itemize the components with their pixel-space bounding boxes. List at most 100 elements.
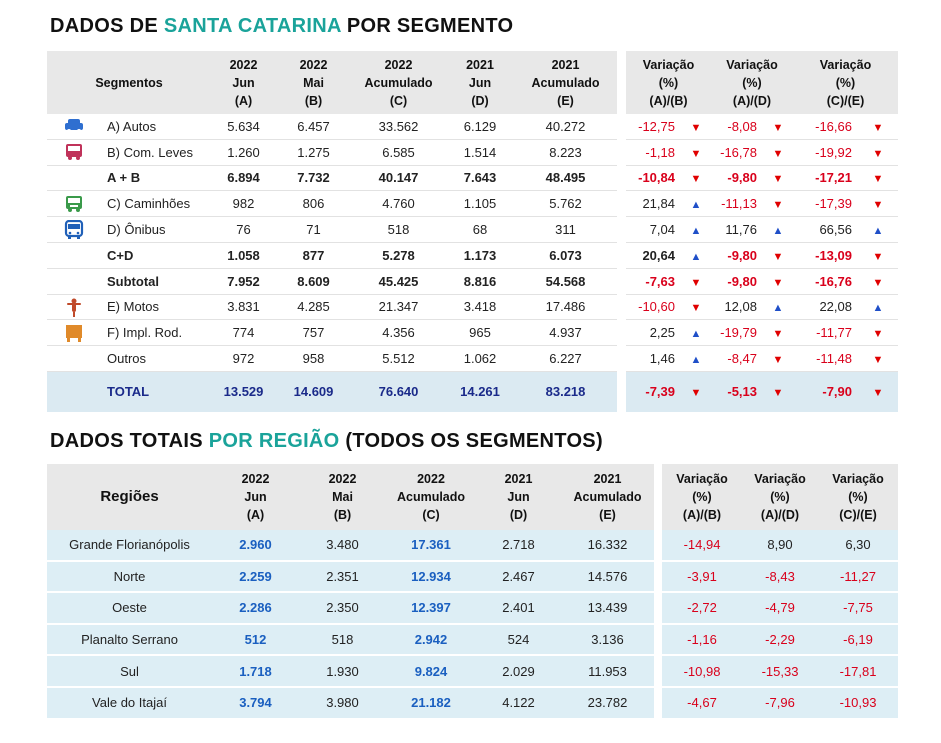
value-cell: 33.562 <box>351 114 447 140</box>
segment-label: A) Autos <box>101 114 212 140</box>
arrow-down-icon: ▼ <box>681 114 711 140</box>
icon-cell <box>47 345 101 372</box>
variation-value: -3,91 <box>662 560 742 594</box>
value-cell: 7.732 <box>276 165 352 192</box>
trailer-icon <box>47 323 101 343</box>
arrow-up-icon: ▲ <box>681 319 711 347</box>
value-cell: 23.782 <box>561 686 654 720</box>
icon-cell <box>47 268 101 295</box>
column-header: 2021 Acumulado (E) <box>561 464 654 530</box>
variation-row: -4,67 -7,96 -10,93 <box>662 686 898 720</box>
segmentos-header: Segmentos <box>47 51 212 114</box>
regioes-header: Regiões <box>47 464 212 530</box>
value-cell: 14.576 <box>561 560 654 594</box>
arrow-down-icon: ▼ <box>763 190 793 218</box>
icon-cell <box>47 114 101 140</box>
variation-row: -1,16 -2,29 -6,19 <box>662 623 898 657</box>
arrow-up-icon: ▲ <box>681 216 711 243</box>
arrow-down-icon: ▼ <box>858 139 898 166</box>
value-cell: 54.568 <box>514 268 618 295</box>
value-cell: 5.634 <box>211 114 277 140</box>
total-row: TOTAL 13.529 14.609 76.640 14.261 83.218 <box>47 371 618 412</box>
variation-value: 6,30 <box>818 530 898 562</box>
table-row: Norte 2.259 2.351 12.934 2.467 14.576 <box>47 560 654 594</box>
value-cell: 1.173 <box>446 242 515 269</box>
value-cell: 71 <box>276 216 352 243</box>
segment-label: E) Motos <box>101 294 212 321</box>
arrow-down-icon: ▼ <box>763 268 793 295</box>
value-cell: 4.285 <box>276 294 352 321</box>
value-cell: 40.147 <box>351 165 447 192</box>
arrow-down-icon: ▼ <box>681 165 711 192</box>
value-cell: 14.261 <box>446 371 515 412</box>
arrow-down-icon: ▼ <box>763 139 793 166</box>
value-cell: 774 <box>211 319 277 347</box>
segment-label: Outros <box>101 345 212 372</box>
variation-row: 1,46 ▲ -8,47 ▼ -11,48 ▼ <box>626 345 898 372</box>
variation-header: Variação (%) (C)/(E) <box>793 51 898 114</box>
value-cell: 5.512 <box>351 345 447 372</box>
variation-value: -2,72 <box>662 592 742 625</box>
variation-value: -6,19 <box>818 623 898 657</box>
segment-label: TOTAL <box>101 371 212 412</box>
arrow-down-icon: ▼ <box>858 190 898 218</box>
value-cell: 5.762 <box>514 190 618 218</box>
arrow-down-icon: ▼ <box>763 319 793 347</box>
region-table-header: Regiões 2022 Jun (A) 2022 Mai (B) 2022 Acumulado… <box>47 464 654 530</box>
variation-value: 11,76 <box>711 216 763 243</box>
value-cell: 21.182 <box>386 686 476 720</box>
value-cell: 8.816 <box>446 268 515 295</box>
icon-cell <box>47 139 101 166</box>
arrow-up-icon: ▲ <box>681 345 711 372</box>
arrow-down-icon: ▼ <box>858 319 898 347</box>
value-cell: 4.122 <box>476 686 561 720</box>
arrow-down-icon: ▼ <box>763 114 793 140</box>
bus-icon <box>47 219 101 240</box>
variation-value: -10,60 <box>626 294 681 321</box>
variation-header: Variação (%) (A)/(B) <box>626 51 711 114</box>
value-cell: 4.937 <box>514 319 618 347</box>
variation-value: -17,21 <box>793 165 858 192</box>
variation-value: -17,39 <box>793 190 858 218</box>
arrow-down-icon: ▼ <box>858 114 898 140</box>
variation-value: 20,64 <box>626 242 681 269</box>
value-cell: 2.942 <box>386 623 476 657</box>
value-cell: 1.062 <box>446 345 515 372</box>
arrow-down-icon: ▼ <box>763 165 793 192</box>
arrow-up-icon: ▲ <box>858 216 898 243</box>
value-cell: 40.272 <box>514 114 618 140</box>
icon-cell <box>47 165 101 192</box>
variation-row: -10,98 -15,33 -17,81 <box>662 655 898 688</box>
value-cell: 3.980 <box>299 686 386 720</box>
variation-value: 66,56 <box>793 216 858 243</box>
value-cell: 2.401 <box>476 592 561 625</box>
variation-value: -1,16 <box>662 623 742 657</box>
variation-value: 22,08 <box>793 294 858 321</box>
car-icon <box>47 116 101 136</box>
variation-value: -1,18 <box>626 139 681 166</box>
arrow-down-icon: ▼ <box>681 139 711 166</box>
segment-variation-table: Variação (%) (A)/(B) Variação (%) (A)/(D) Vari… <box>626 51 898 412</box>
value-cell: 311 <box>514 216 618 243</box>
value-cell: 11.953 <box>561 655 654 688</box>
value-cell: 2.467 <box>476 560 561 594</box>
variation-value: -4,79 <box>742 592 818 625</box>
value-cell: 1.260 <box>211 139 277 166</box>
variation-value: -10,93 <box>818 686 898 720</box>
variation-value: 1,46 <box>626 345 681 372</box>
variation-value: 21,84 <box>626 190 681 218</box>
variation-header: Variação (%) (A)/(B) <box>662 464 742 530</box>
column-header: 2022 Mai (B) <box>276 51 352 114</box>
value-cell: 2.960 <box>212 530 299 562</box>
value-cell: 6.227 <box>514 345 618 372</box>
variation-value: -7,96 <box>742 686 818 720</box>
column-header: 2021 Acumulado (E) <box>514 51 618 114</box>
arrow-down-icon: ▼ <box>858 268 898 295</box>
variation-value: 2,25 <box>626 319 681 347</box>
table-row: Oeste 2.286 2.350 12.397 2.401 13.439 <box>47 592 654 625</box>
arrow-up-icon: ▲ <box>763 216 793 243</box>
value-cell: 17.486 <box>514 294 618 321</box>
value-cell: 965 <box>446 319 515 347</box>
arrow-down-icon: ▼ <box>681 294 711 321</box>
variation-row: 20,64 ▲ -9,80 ▼ -13,09 ▼ <box>626 242 898 269</box>
